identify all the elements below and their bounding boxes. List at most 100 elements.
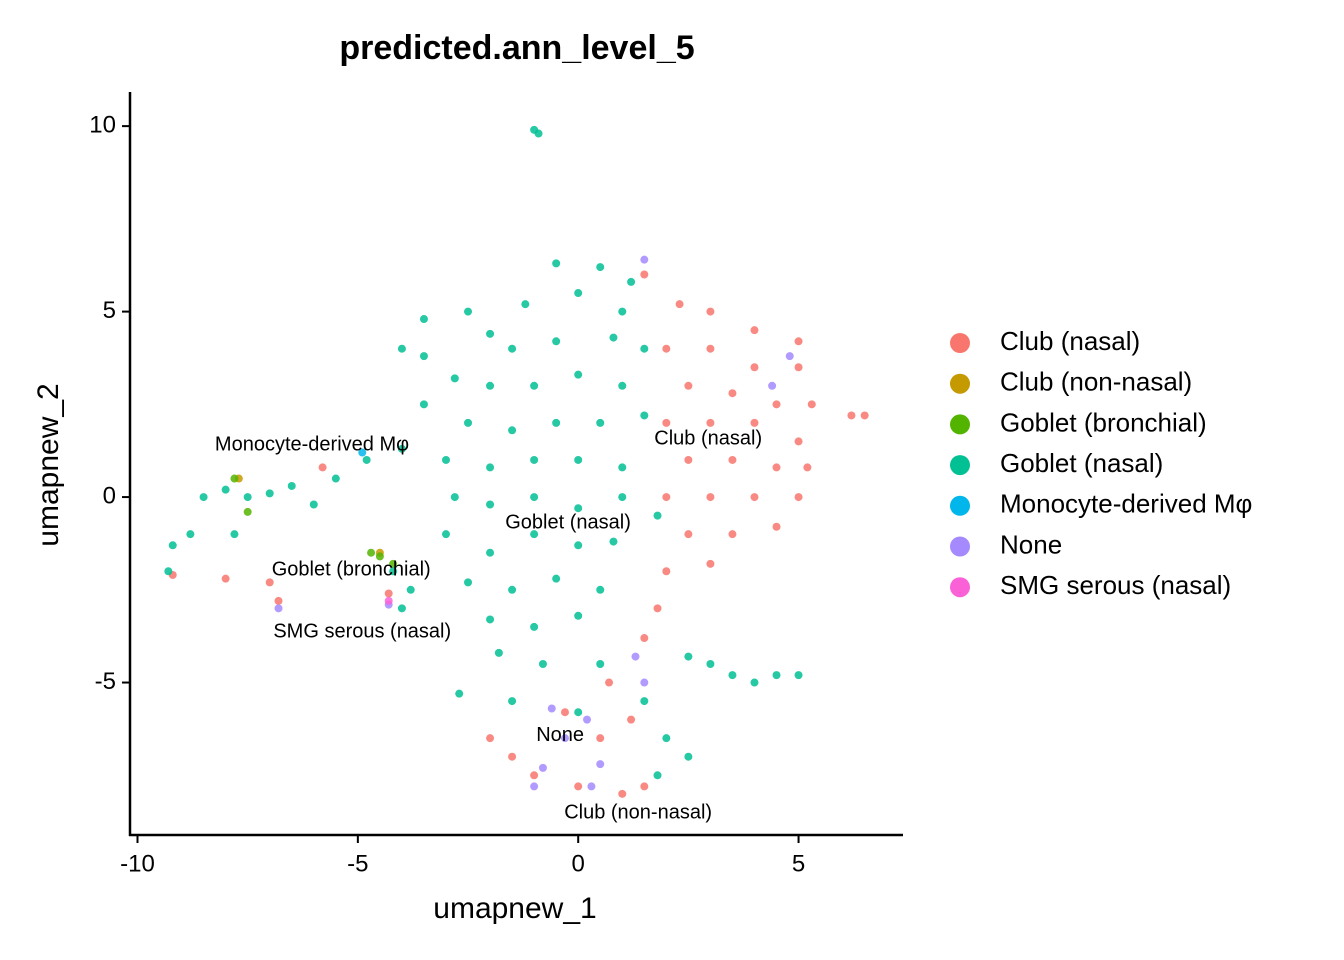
- point: [552, 418, 561, 427]
- point: [362, 455, 371, 464]
- point: [860, 411, 869, 420]
- point: [464, 578, 473, 587]
- point: [794, 671, 803, 680]
- x-tick-label: 5: [792, 850, 805, 877]
- point: [287, 481, 296, 490]
- point: [168, 541, 177, 550]
- legend-label: Goblet (bronchial): [1000, 407, 1207, 437]
- point: [706, 307, 715, 316]
- point: [389, 559, 398, 568]
- point: [331, 474, 340, 483]
- point: [640, 255, 649, 264]
- point: [538, 659, 547, 668]
- point: [508, 426, 517, 435]
- point: [618, 463, 627, 472]
- point: [609, 333, 618, 342]
- point: [486, 329, 495, 338]
- point: [450, 493, 459, 502]
- point: [552, 259, 561, 268]
- y-tick-label: 5: [103, 297, 116, 324]
- point: [772, 463, 781, 472]
- point: [397, 604, 406, 613]
- y-tick-label: 0: [103, 482, 116, 509]
- x-tick-label: -5: [347, 850, 368, 877]
- point: [596, 418, 605, 427]
- point: [772, 671, 781, 680]
- cluster-label: None: [536, 724, 584, 746]
- point: [653, 511, 662, 520]
- point: [574, 611, 583, 620]
- point: [397, 444, 406, 453]
- point: [640, 678, 649, 687]
- legend-label: Club (nasal): [1000, 326, 1140, 356]
- point: [794, 363, 803, 372]
- point: [530, 493, 539, 502]
- point: [199, 493, 208, 502]
- point: [794, 493, 803, 502]
- point: [750, 418, 759, 427]
- point: [265, 489, 274, 498]
- point: [384, 589, 393, 598]
- point: [164, 567, 173, 576]
- point: [508, 585, 517, 594]
- point: [684, 530, 693, 539]
- point: [530, 455, 539, 464]
- point: [530, 622, 539, 631]
- point: [574, 541, 583, 550]
- point: [750, 493, 759, 502]
- point: [627, 277, 636, 286]
- point: [684, 652, 693, 661]
- point: [318, 463, 327, 472]
- point: [706, 493, 715, 502]
- point: [587, 782, 596, 791]
- point: [684, 455, 693, 464]
- legend-label: None: [1000, 529, 1062, 559]
- point: [750, 363, 759, 372]
- point: [455, 689, 464, 698]
- point: [441, 530, 450, 539]
- point: [274, 604, 283, 613]
- point: [494, 648, 503, 657]
- legend-label: Club (non-nasal): [1000, 367, 1192, 397]
- point: [574, 708, 583, 717]
- point: [618, 493, 627, 502]
- point: [640, 782, 649, 791]
- cluster-label: Club (non-nasal): [564, 801, 712, 823]
- legend-swatch: [950, 577, 970, 598]
- point: [486, 500, 495, 509]
- point: [596, 659, 605, 668]
- point: [728, 530, 737, 539]
- point: [706, 559, 715, 568]
- legend-label: Monocyte-derived Mφ: [1000, 489, 1252, 519]
- point: [772, 522, 781, 531]
- point: [574, 504, 583, 513]
- point: [574, 289, 583, 298]
- point: [653, 604, 662, 613]
- point: [785, 352, 794, 361]
- point: [486, 463, 495, 472]
- point: [367, 548, 376, 557]
- point: [486, 548, 495, 557]
- point: [794, 437, 803, 446]
- cluster-label: Goblet (nasal): [505, 511, 631, 533]
- point: [486, 381, 495, 390]
- point: [547, 704, 556, 713]
- point: [486, 734, 495, 743]
- point: [618, 381, 627, 390]
- point: [706, 659, 715, 668]
- point: [508, 344, 517, 353]
- point: [265, 578, 274, 587]
- point: [684, 381, 693, 390]
- point: [662, 567, 671, 576]
- point: [596, 760, 605, 769]
- point: [560, 708, 569, 717]
- point: [274, 596, 283, 605]
- point: [768, 381, 777, 390]
- point: [675, 300, 684, 309]
- point: [574, 370, 583, 379]
- point: [574, 455, 583, 464]
- point: [728, 389, 737, 398]
- point: [640, 270, 649, 279]
- legend-swatch: [950, 373, 970, 394]
